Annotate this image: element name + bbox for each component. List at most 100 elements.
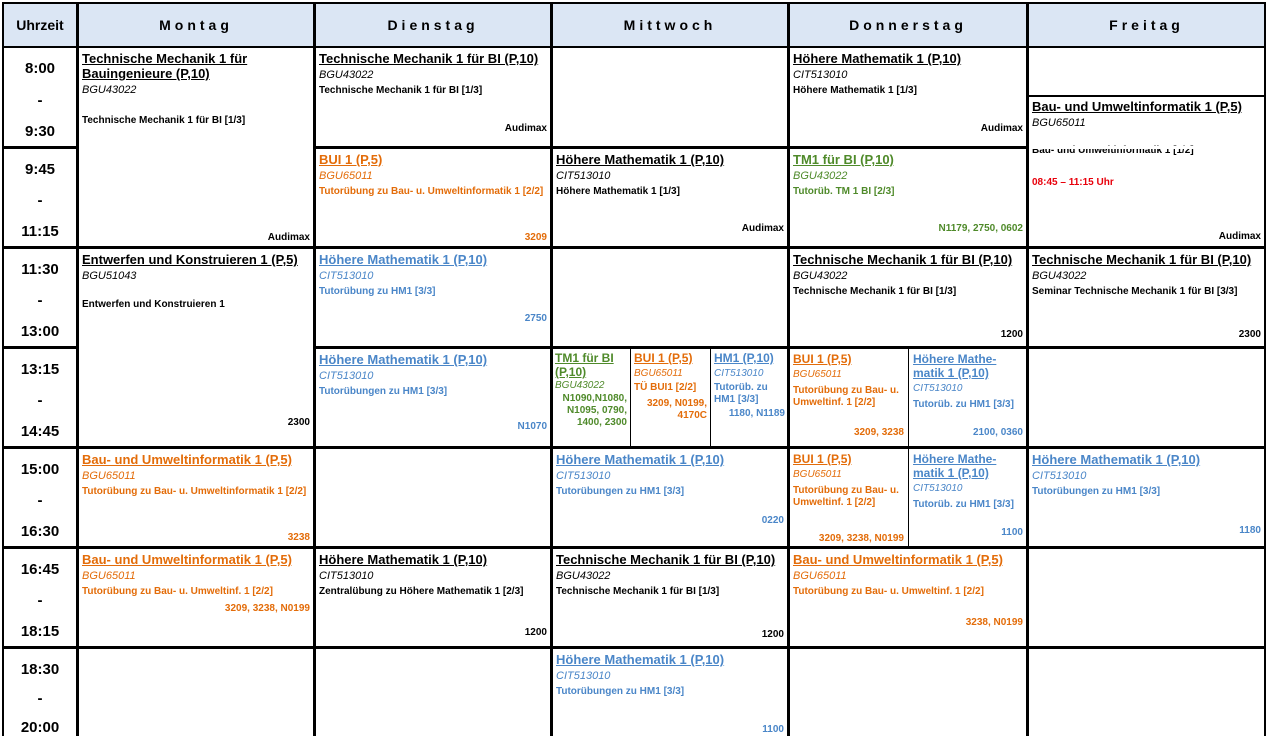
session-desc: N1090,N1080, N1095, 0790, 1400, 2300 bbox=[562, 393, 628, 428]
session-desc: Tutorüb. TM 1 BI [2/3] bbox=[793, 186, 895, 197]
session-room: 2300 bbox=[287, 417, 310, 428]
session-block[interactable]: HM1 (P,10) CIT513010 Tutorüb. zu HM1 [3/… bbox=[712, 349, 787, 446]
merge-gap bbox=[79, 146, 313, 149]
session-room: 1200 bbox=[524, 627, 547, 638]
session-title: HM1 (P,10) bbox=[714, 351, 774, 365]
session-room: Audimax bbox=[980, 123, 1023, 134]
session-block[interactable]: BUI 1 (P,5) BGU65011 Tutorübung zu Bau- … bbox=[790, 449, 907, 546]
session-block[interactable]: Höhere Mathematik 1 (P,10) CIT513010 Zen… bbox=[316, 549, 550, 646]
grid-line bbox=[2, 646, 1266, 649]
session-block[interactable]: Höhere Mathematik 1 (P,10) CIT513010 Tut… bbox=[553, 649, 787, 736]
grid-line bbox=[2, 4, 4, 736]
session-block[interactable]: Technische Mechanik 1 für BI (P,10) BGU4… bbox=[1029, 249, 1264, 346]
session-code: BGU43022 bbox=[1032, 270, 1087, 282]
session-desc: Höhere Mathematik 1 [1/3] bbox=[793, 85, 917, 96]
session-block[interactable]: Technische Mechanik 1 für Bauingenieure … bbox=[79, 48, 313, 246]
session-room: 1100 bbox=[762, 724, 784, 735]
session-title: Technische Mechanik 1 für BI (P,10) bbox=[319, 51, 539, 66]
grid-line bbox=[313, 4, 316, 736]
session-desc: Tutorübungen zu HM1 [3/3] bbox=[556, 486, 685, 497]
session-code: CIT513010 bbox=[319, 270, 374, 282]
session-block[interactable]: Höhere Mathematik 1 (P,10) CIT513010 Höh… bbox=[553, 149, 787, 246]
time-end: 11:15 bbox=[21, 223, 59, 240]
session-room: Audimax bbox=[741, 223, 784, 234]
session-desc: Tutorübung zu HM1 [3/3] bbox=[319, 286, 436, 297]
session-block[interactable]: Technische Mechanik 1 für BI (P,10) BGU4… bbox=[790, 249, 1026, 346]
session-code: CIT513010 bbox=[556, 170, 611, 182]
session-title: BUI 1 (P,5) bbox=[793, 352, 852, 366]
session-code: CIT513010 bbox=[714, 368, 764, 379]
time-slot: 9:45 - 11:15 bbox=[4, 149, 76, 246]
session-block[interactable]: Höhere Mathe- matik 1 (P,10) CIT513010 T… bbox=[910, 449, 1026, 546]
header-monday: Montag bbox=[79, 4, 313, 46]
session-room: 3209, N0199, 4170C bbox=[646, 398, 707, 421]
session-desc: Technische Mechanik 1 für BI [1/3] bbox=[793, 286, 957, 297]
session-code: CIT513010 bbox=[556, 670, 611, 682]
session-desc: Tutorübungen zu HM1 [3/3] bbox=[556, 686, 685, 697]
session-block[interactable]: BUI 1 (P,5) BGU65011 TÜ BUI1 [2/2] 3209,… bbox=[632, 349, 709, 446]
session-block[interactable]: Technische Mechanik 1 für BI (P,10) BGU4… bbox=[553, 549, 787, 646]
grid-line bbox=[2, 446, 1266, 449]
grid-line bbox=[1029, 95, 1264, 97]
session-room: 1180 bbox=[1239, 525, 1261, 536]
session-desc: Tutorübung zu Bau- u. Umweltinf. 1 [2/2] bbox=[793, 586, 984, 597]
session-block[interactable]: Bau- und Umweltinformatik 1 (P,5) BGU650… bbox=[790, 549, 1026, 646]
session-code: BGU43022 bbox=[82, 84, 137, 96]
session-block[interactable]: Höhere Mathe- matik 1 (P,10) CIT513010 T… bbox=[910, 349, 1026, 446]
session-block[interactable]: Bau- und Umweltinformatik 1 (P,5) BGU650… bbox=[79, 549, 313, 646]
session-block[interactable]: Entwerfen und Konstruieren 1 (P,5) BGU51… bbox=[79, 249, 313, 446]
session-title: TM1 für BI (P,10) bbox=[793, 152, 894, 167]
session-room: 1200 bbox=[1000, 329, 1023, 340]
session-block[interactable]: Bau- und Umweltinformatik 1 (P,5) BGU650… bbox=[1029, 96, 1264, 246]
session-code: BGU65011 bbox=[793, 570, 847, 582]
session-block[interactable]: Höhere Mathematik 1 (P,10) CIT513010 Höh… bbox=[790, 48, 1026, 146]
header-thursday: Donnerstag bbox=[790, 4, 1026, 46]
header-wednesday: Mittwoch bbox=[553, 4, 787, 46]
session-desc: Tutorübung zu Bau- u. Umweltinf. 1 [2/2] bbox=[793, 485, 899, 508]
session-title: Höhere Mathematik 1 (P,10) bbox=[556, 152, 725, 167]
session-title: Technische Mechanik 1 für BI (P,10) bbox=[556, 552, 776, 567]
session-title: Höhere Mathe- matik 1 (P,10) bbox=[913, 452, 997, 480]
time-sep: - bbox=[37, 292, 43, 309]
session-code: BGU65011 bbox=[82, 470, 136, 482]
time-start: 8:00 bbox=[24, 60, 56, 77]
session-title: Bau- und Umweltinformatik 1 (P,5) bbox=[82, 452, 292, 467]
time-slot: 11:30 - 13:00 bbox=[4, 249, 76, 346]
session-title: BUI 1 (P,5) bbox=[319, 152, 383, 167]
session-desc: Tutorübung zu Bau- u. Umweltinformatik 1… bbox=[82, 486, 307, 497]
session-block[interactable]: Bau- und Umweltinformatik 1 (P,5) BGU650… bbox=[79, 449, 313, 546]
time-start: 9:45 bbox=[24, 161, 56, 178]
session-title: Bau- und Umweltinformatik 1 (P,5) bbox=[793, 552, 1003, 567]
session-desc: Höhere Mathematik 1 [1/3] bbox=[556, 186, 680, 197]
header-time: Uhrzeit bbox=[4, 4, 76, 46]
session-block[interactable]: BUI 1 (P,5) BGU65011 Tutorübung zu Bau- … bbox=[790, 349, 907, 446]
session-room: 2750 bbox=[524, 313, 547, 324]
session-code: CIT513010 bbox=[319, 370, 374, 382]
grid-line bbox=[630, 349, 631, 446]
session-desc: Technische Mechanik 1 für BI [1/3] bbox=[82, 115, 246, 126]
grid-line bbox=[908, 349, 909, 546]
time-sep: - bbox=[37, 91, 43, 109]
session-block[interactable]: Höhere Mathematik 1 (P,10) CIT513010 Tut… bbox=[553, 449, 787, 546]
session-room: 3238, N0199 bbox=[965, 617, 1023, 628]
session-desc: Tutorüb. zu HM1 [3/3] bbox=[913, 399, 1014, 410]
session-desc: Entwerfen und Konstruieren 1 bbox=[82, 299, 225, 310]
session-block[interactable]: Höhere Mathematik 1 (P,10) CIT513010 Tut… bbox=[316, 249, 550, 346]
session-title: Entwerfen und Konstruieren 1 (P,5) bbox=[82, 252, 298, 267]
session-block[interactable]: Höhere Mathematik 1 (P,10) CIT513010 Tut… bbox=[1029, 449, 1264, 546]
time-slot: 16:45 - 18:15 bbox=[4, 549, 76, 646]
time-sep: - bbox=[37, 392, 43, 409]
session-title: Bau- und Umweltinformatik 1 (P,5) bbox=[1032, 99, 1242, 114]
session-block[interactable]: Höhere Mathematik 1 (P,10) CIT513010 Tut… bbox=[316, 349, 550, 446]
time-end: 20:00 bbox=[20, 719, 60, 736]
session-block[interactable]: BUI 1 (P,5) BGU65011 Tutorübung zu Bau- … bbox=[316, 149, 550, 246]
session-block[interactable]: TM1 für BI (P,10) BGU43022 Tutorüb. TM 1… bbox=[790, 149, 1026, 246]
header-tuesday: Dienstag bbox=[316, 4, 550, 46]
session-room: 2100, 0360 bbox=[972, 427, 1023, 438]
session-block[interactable]: Technische Mechanik 1 für BI (P,10) BGU4… bbox=[316, 48, 550, 146]
time-end: 14:45 bbox=[20, 423, 60, 440]
session-block[interactable]: TM1 für BI (P,10) BGU43022 N1090,N1080, … bbox=[553, 349, 629, 446]
session-desc: TÜ BUI1 [2/2] bbox=[634, 382, 697, 393]
time-end: 18:15 bbox=[20, 623, 60, 640]
time-slot: 8:00 - 9:30 bbox=[4, 48, 76, 146]
